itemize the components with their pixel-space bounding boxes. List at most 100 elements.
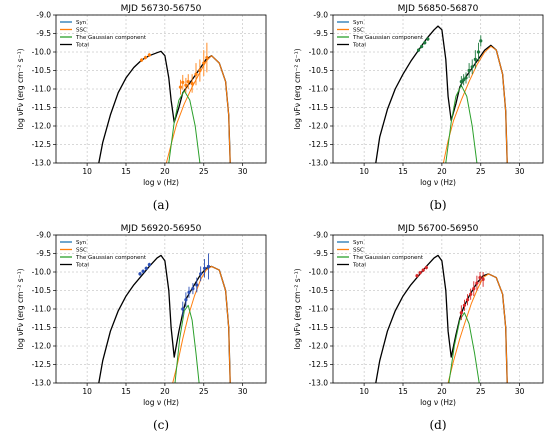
data-point [194,72,198,76]
series-line-ssc [165,55,231,163]
y-tick-label: -12.0 [32,342,52,351]
data-point [191,287,195,291]
data-point [144,266,148,270]
plot-frame [55,234,267,384]
legend-entry: Syn [353,240,364,246]
y-axis-label: log νFν (erg cm⁻² s⁻¹) [293,48,302,129]
data-point [205,55,209,60]
x-axis-label: log ν (Hz) [420,178,456,187]
chart-panel-1: MJD 56730-56750 -13.0 -12.5 -12.0 -11.5 -11.0… [16,4,267,212]
x-tick-label: 15 [121,387,131,396]
series-line-ssc [447,273,508,383]
chart-panel-4: MJD 56700-56950 -13.0 -12.5 -12.0 -11.5 -11.0… [293,224,544,432]
data-point [464,76,468,80]
y-tick-label: -11.0 [309,305,329,314]
data-point [141,269,145,273]
series-line-total [98,254,231,383]
legend-entry: The Gaussian component [75,255,147,261]
data-point [420,44,424,49]
data-point [473,57,477,62]
data-point [190,81,194,86]
chart-title: MJD 56850-56870 [398,4,479,14]
y-tick-label: -13.0 [32,379,52,388]
panel-caption: (d) [429,418,446,432]
data-point [421,268,425,272]
data-point [184,83,188,87]
y-tick-label: -11.5 [309,323,329,332]
data-point [143,55,148,60]
data-point [469,292,473,296]
x-tick-label: 30 [515,167,525,176]
data-point [467,68,471,73]
y-tick-label: -9.5 [36,249,51,258]
series-line-ssc [442,45,508,163]
legend-entry: SSC [76,248,87,254]
x-tick-label: 30 [515,387,525,396]
legend-entry: Total [352,263,366,269]
x-tick-label: 25 [476,387,486,396]
y-tick-label: -10.0 [309,48,329,57]
x-tick-label: 25 [199,387,209,396]
data-point [178,85,183,89]
series-line-total [98,50,231,163]
y-tick-label: -10.5 [32,286,52,295]
y-tick-label: -12.5 [32,140,52,149]
y-tick-label: -13.0 [309,379,329,388]
plot-frame [55,14,267,164]
y-tick-label: -9.5 [36,29,51,38]
y-tick-label: -10.0 [32,268,52,277]
y-tick-label: -10.0 [309,268,329,277]
data-point [138,272,142,276]
data-point [416,48,421,52]
y-tick-label: -12.5 [32,360,52,369]
data-point [181,307,185,311]
data-point [187,290,191,294]
data-point [465,298,470,302]
data-point [139,58,144,62]
data-point [186,80,190,84]
chart-title: MJD 56920-56950 [121,224,202,234]
y-tick-label: -12.5 [309,140,329,149]
legend-entry: Syn [353,20,364,26]
legend-entry: Total [75,43,89,49]
x-tick-label: 20 [160,167,170,176]
legend-entry: The Gaussian component [352,35,424,41]
x-tick-label: 10 [359,167,369,176]
panel-caption: (a) [153,198,170,212]
panel-caption: (c) [153,418,169,432]
data-point [475,281,479,285]
x-axis-label: log ν (Hz) [420,398,456,407]
y-tick-label: -11.0 [32,305,52,314]
y-tick-label: -10.0 [32,48,52,57]
data-point [462,78,466,82]
data-point [195,283,199,287]
x-axis-label: log ν (Hz) [143,178,179,187]
panel-caption: (b) [429,198,446,212]
data-point [472,287,476,291]
y-tick-label: -11.5 [309,103,329,112]
data-point [462,303,467,307]
chart-title: MJD 56730-56750 [121,4,202,14]
data-point [424,265,428,270]
data-point [423,41,427,45]
y-axis-label: log νFν (erg cm⁻² s⁻¹) [16,48,25,129]
data-point [202,266,207,270]
y-tick-label: -13.0 [32,159,52,168]
y-tick-label: -11.0 [309,85,329,94]
y-tick-label: -9.0 [36,11,51,20]
series-line-the-gaussian-component [445,84,478,163]
data-point [206,264,211,269]
y-tick-label: -12.0 [32,122,52,131]
data-point [147,263,151,267]
y-tick-label: -10.5 [32,66,52,75]
data-point [478,275,482,280]
x-tick-label: 25 [199,167,209,176]
y-tick-label: -12.0 [309,342,329,351]
x-tick-label: 10 [82,387,92,396]
legend-entry: The Gaussian component [75,35,147,41]
chart-panel-3: MJD 56920-56950 -13.0 -12.5 -12.0 -11.5 -11.0… [16,224,267,432]
legend-entry: SSC [76,28,87,34]
legend-entry: Total [75,263,89,269]
